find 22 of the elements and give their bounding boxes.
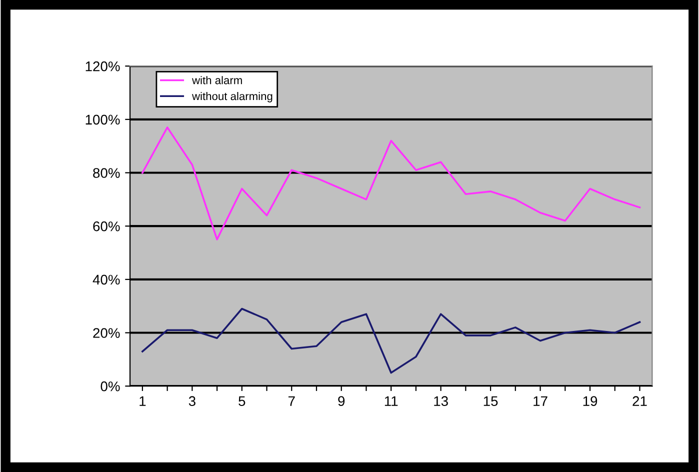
legend-label: with alarm [192,76,242,84]
x-tick-label: 11 [384,396,398,406]
y-tick-label: 80% [93,168,120,178]
x-tick-label: 19 [583,396,598,406]
y-tick-label: 100% [86,114,120,125]
legend-label: without alarming [192,92,272,102]
x-tick-label: 3 [188,396,196,406]
x-tick-label: 5 [238,396,246,406]
y-tick-label: 60% [93,221,120,232]
y-tick-label: 20% [93,328,120,338]
line-series [142,126,641,240]
y-tick-label: 120% [86,61,120,72]
x-tick-label: 21 [632,396,647,406]
y-tick-label: 40% [92,274,120,285]
x-tick-label: 13 [434,396,448,406]
x-tick-label: 7 [288,396,295,406]
x-tick-label: 17 [534,396,548,406]
x-tick-label: 9 [338,396,345,406]
line-series [142,308,641,374]
x-tick-label: 1 [140,396,146,406]
y-tick-label: 0% [100,381,120,392]
x-tick-label: 15 [484,396,498,406]
